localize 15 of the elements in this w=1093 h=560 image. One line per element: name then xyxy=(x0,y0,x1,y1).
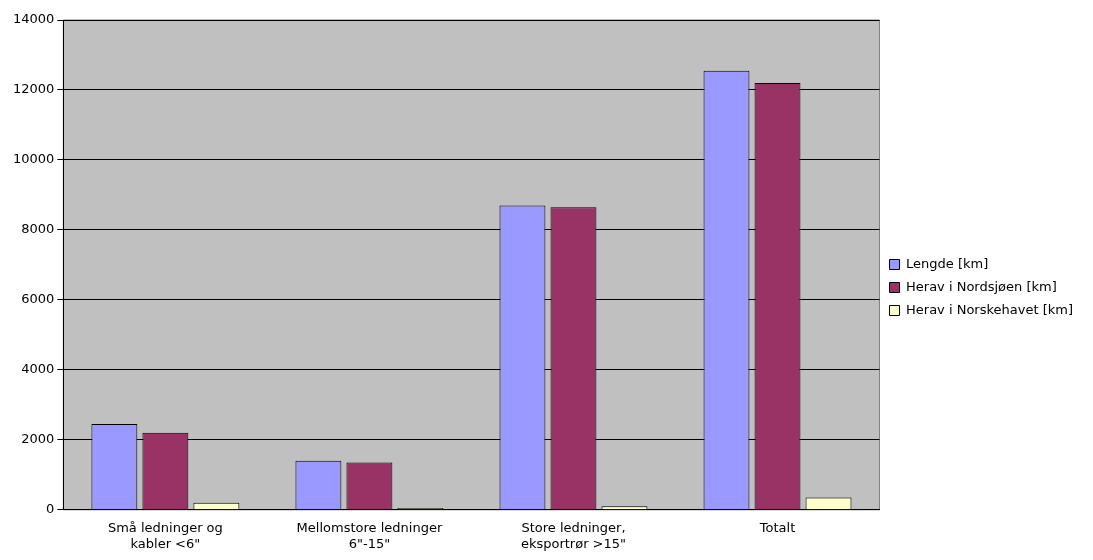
y-tick-label: 14000 xyxy=(13,11,55,27)
x-tick-label: Mellomstore ledninger 6"-15" xyxy=(296,519,443,551)
x-tick-label: Store ledninger, eksportrør >15" xyxy=(520,519,627,551)
y-tick-label: 8000 xyxy=(21,221,55,237)
x-tick-label: Små ledninger og kabler <6" xyxy=(107,519,223,551)
legend-label: Lengde [km] xyxy=(906,255,989,271)
y-tick-label: 10000 xyxy=(13,151,55,167)
x-tick-label: Totalt xyxy=(758,519,796,535)
legend-label: Herav i Norskehavet [km] xyxy=(906,301,1074,317)
y-tick-label: 4000 xyxy=(21,361,55,377)
y-tick-label: 2000 xyxy=(21,431,55,447)
y-tick-label: 6000 xyxy=(21,291,55,307)
legend-label: Herav i Nordsjøen [km] xyxy=(906,278,1057,294)
y-tick-label: 0 xyxy=(46,501,55,517)
y-tick-label: 12000 xyxy=(13,81,55,97)
